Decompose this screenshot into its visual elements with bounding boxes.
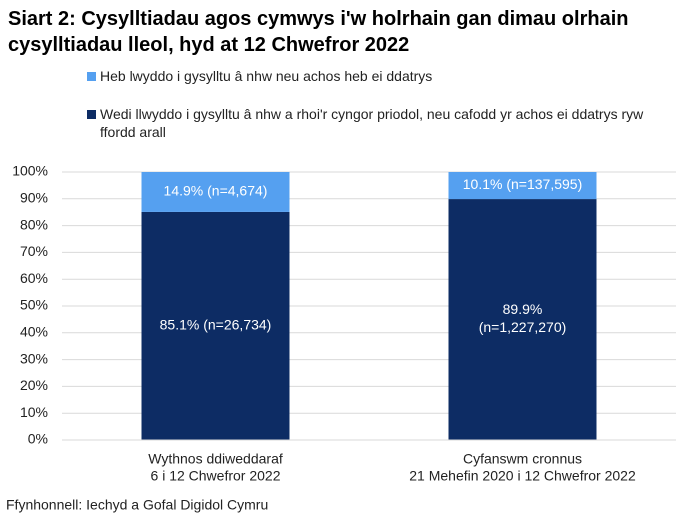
y-tick-label: 20% xyxy=(20,377,48,393)
bar-segment xyxy=(448,172,597,200)
legend-label: Heb lwyddo i gysylltu â nhw neu achos he… xyxy=(100,68,432,84)
legend-label: Wedi llwyddo i gysylltu â nhw a rhoi'r c… xyxy=(100,106,644,140)
x-tick-label: Wythnos ddiweddaraf xyxy=(148,451,283,467)
value-label: 89.9% xyxy=(503,301,543,317)
bar-segment xyxy=(141,172,290,212)
x-tick-label: 6 i 12 Chwefror 2022 xyxy=(151,468,281,484)
x-tick-label: 21 Mehefin 2020 i 12 Chwefror 2022 xyxy=(409,468,636,484)
value-label: 10.1% (n=137,595) xyxy=(463,176,582,192)
legend-swatch xyxy=(87,72,96,81)
y-tick-label: 0% xyxy=(28,431,48,447)
chart-title: Siart 2: Cysylltiadau agos cymwys i'w ho… xyxy=(8,8,628,56)
value-label: (n=1,227,270) xyxy=(479,319,567,335)
y-tick-label: 60% xyxy=(20,270,48,286)
bar-segment xyxy=(448,199,597,440)
y-tick-label: 30% xyxy=(20,350,48,366)
legend-swatch xyxy=(87,110,96,119)
source: Ffynhonnell: Iechyd a Gofal Digidol Cymr… xyxy=(6,497,268,513)
y-tick-label: 70% xyxy=(20,243,48,259)
y-tick-label: 80% xyxy=(20,216,48,232)
value-label: 85.1% (n=26,734) xyxy=(160,317,272,333)
y-tick-label: 90% xyxy=(20,190,48,206)
y-tick-label: 40% xyxy=(20,324,48,340)
bar-segment xyxy=(141,211,290,440)
x-tick-label: Cyfanswm cronnus xyxy=(463,451,582,467)
value-label: 14.9% (n=4,674) xyxy=(164,183,268,199)
y-tick-label: 50% xyxy=(20,297,48,313)
y-tick-label: 10% xyxy=(20,404,48,420)
y-tick-label: 100% xyxy=(12,163,48,179)
